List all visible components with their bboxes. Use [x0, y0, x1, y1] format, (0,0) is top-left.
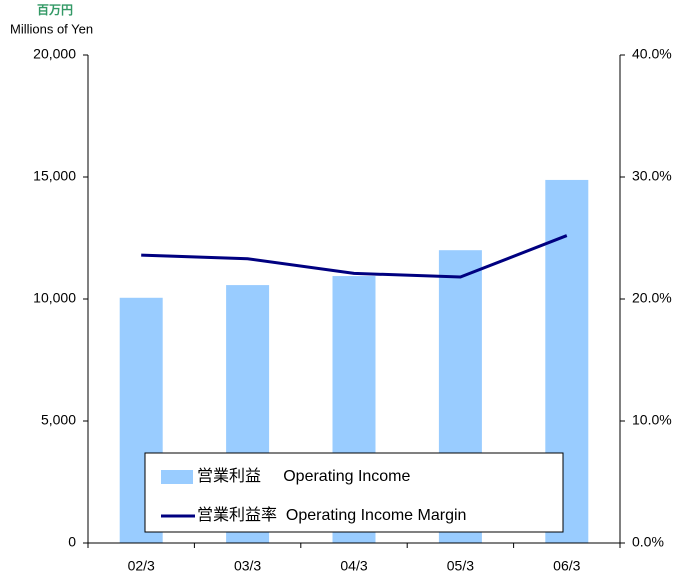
y-tick-label: 20,000 — [33, 46, 76, 62]
y-tick-label: 10,000 — [33, 290, 76, 306]
y2-tick-label: 0.0% — [632, 534, 664, 550]
legend-box — [144, 452, 564, 533]
x-tick-label: 04/3 — [340, 558, 367, 574]
legend-swatch — [161, 470, 193, 484]
y2-tick-label: 10.0% — [632, 412, 672, 428]
x-tick-label: 02/3 — [128, 558, 155, 574]
y2-tick-label: 40.0% — [632, 46, 672, 62]
legend-label: 営業利益率 Operating Income Margin — [197, 506, 466, 524]
y-tick-label: 0 — [68, 534, 76, 550]
y-axis-label: Millions of Yen — [10, 21, 93, 36]
x-tick-label: 06/3 — [553, 558, 580, 574]
x-tick-label: 05/3 — [447, 558, 474, 574]
y-tick-label: 5,000 — [41, 412, 76, 428]
legend-label: 営業利益 Operating Income — [197, 467, 411, 485]
y-unit-label: 百万円 — [37, 3, 73, 17]
y2-tick-label: 30.0% — [632, 168, 672, 184]
y-tick-label: 15,000 — [33, 168, 76, 184]
x-tick-label: 03/3 — [234, 558, 261, 574]
y2-tick-label: 20.0% — [632, 290, 672, 306]
line-series — [141, 234, 568, 279]
